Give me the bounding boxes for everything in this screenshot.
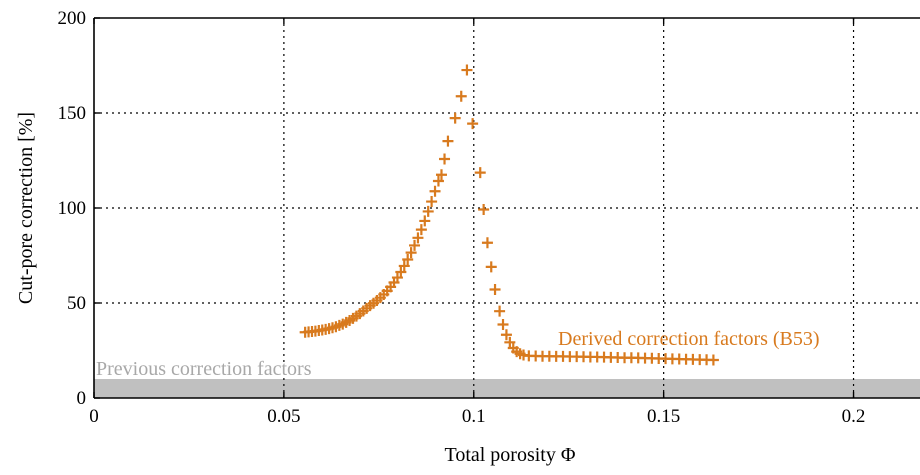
data-point-54 [500,329,512,341]
data-point-27 [391,272,403,284]
data-point-52 [494,305,506,317]
data-point-55 [504,336,516,348]
x-tick-label: 0.05 [267,406,300,427]
previous-band-layer [94,379,920,398]
marker-layer [299,64,719,366]
y-tick-label: 100 [58,198,87,219]
label-layer: Total porosity Φ Cut-pore correction [%]… [15,112,820,466]
x-axis-title: Total porosity Φ [445,444,576,466]
previous-band-label: Previous correction factors [96,358,312,380]
y-axis-title: Cut-pore correction [%] [15,112,37,304]
previous-correction-band [94,379,920,398]
x-tick-label: 0.2 [842,406,866,427]
y-tick-label: 150 [58,103,87,124]
x-tick-label: 0.1 [462,406,486,427]
data-point-37 [426,196,438,208]
data-point-38 [429,185,441,197]
data-point-41 [439,153,451,165]
data-point-28 [395,266,407,278]
y-tick-label: 50 [67,293,86,314]
data-point-36 [422,205,434,217]
data-point-87 [707,354,719,366]
data-point-51 [489,284,501,296]
data-point-44 [455,90,467,102]
data-point-35 [419,215,431,227]
data-point-39 [432,175,444,187]
y-tick-label: 200 [58,8,87,29]
data-point-43 [449,112,461,124]
data-point-29 [398,260,410,272]
data-point-32 [409,239,421,251]
data-point-33 [412,232,424,244]
series-label: Derived correction factors (B53) [558,328,820,350]
data-point-31 [405,247,417,259]
axis-layer: 0 0.05 0.1 0.15 0.2 0 50 100 150 200 [58,8,920,427]
data-point-49 [481,237,493,249]
x-tick-label: 0.15 [647,406,680,427]
x-tick-label: 0 [89,406,99,427]
data-point-50 [485,261,497,273]
data-point-34 [415,224,427,236]
data-point-47 [474,167,486,179]
data-point-45 [461,64,473,76]
data-point-46 [467,118,479,130]
data-point-48 [478,204,490,216]
data-point-42 [442,135,454,147]
y-tick-label: 0 [77,388,87,409]
data-point-40 [435,169,447,181]
data-point-30 [402,253,414,265]
data-point-53 [497,318,509,330]
